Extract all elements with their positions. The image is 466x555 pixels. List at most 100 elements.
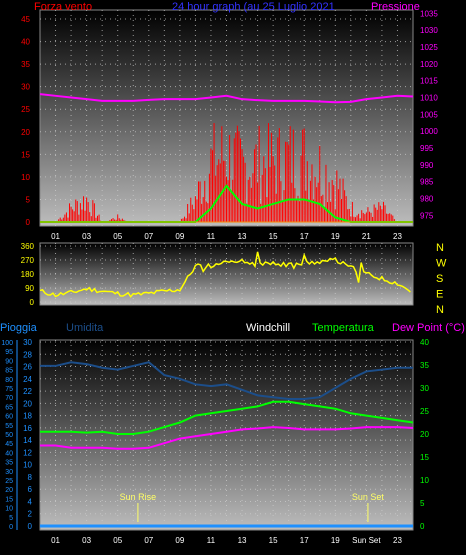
wind-tick-label: 25 [21,105,30,114]
pressure-tick-label: 1035 [420,9,438,18]
temp-tick-label: 15 [420,453,429,462]
humidity-tick-label: 65 [5,404,13,411]
rain-tick-label: 26 [23,363,32,372]
direction-tick-label: 90 [25,284,34,293]
x-tick-label: 05 [113,536,122,545]
rain-tick-label: 6 [28,485,33,494]
axes: 0510152025303540459759809859909951000100… [1,9,447,545]
rain-tick-label: 30 [23,338,32,347]
humidity-tick-label: 70 [5,395,13,402]
pressure-tick-label: 980 [420,194,434,203]
series [39,93,414,528]
pressure-tick-label: 1030 [420,26,438,35]
legend-pioggia: Pioggia [0,322,38,334]
x-tick-label: 07 [144,536,153,545]
x-tick-label: 13 [238,536,247,545]
wind-tick-label: 35 [21,60,30,69]
humidity-tick-label: 50 [5,432,13,439]
humidity-tick-label: 95 [5,349,13,356]
temp-tick-label: 5 [420,499,425,508]
header-wind-label: Forza vento [34,1,92,13]
humidity-tick-label: 35 [5,460,13,467]
compass-label: S [436,273,443,285]
rain-tick-label: 22 [23,387,32,396]
humidity-tick-label: 60 [5,414,13,421]
pressure-tick-label: 985 [420,178,434,187]
wind-tick-label: 30 [21,83,30,92]
pressure-tick-label: 1020 [420,60,438,69]
humidity-tick-label: 30 [5,469,13,476]
x-tick-label: 15 [269,536,278,545]
humidity-tick-label: 40 [5,450,13,457]
legend-dewpoint: Dew Point (°C) [392,322,465,334]
humidity-tick-label: 0 [9,524,13,531]
header-date: 24 hour graph (au 25 Luglio 2021 [172,1,335,13]
x-tick-label: 01 [51,536,60,545]
direction-tick-label: 270 [21,256,35,265]
x-tick-label: 01 [51,232,60,241]
humidity-tick-label: 100 [1,340,13,347]
pressure-line [39,93,414,104]
sunset-label: Sun Set [352,492,385,502]
x-tick-label: 03 [82,536,91,545]
pressure-tick-label: 1000 [420,127,438,136]
rain-tick-label: 14 [23,436,32,445]
wind-tick-label: 10 [21,173,30,182]
x-tick-label: Sun Set [352,536,381,545]
wind-tick-label: 40 [21,38,30,47]
humidity-tick-label: 5 [9,515,13,522]
rain-tick-label: 0 [28,522,33,531]
temp-tick-label: 0 [420,522,425,531]
rain-tick-label: 4 [28,497,33,506]
wind-tick-label: 45 [21,15,30,24]
rain-tick-label: 16 [23,424,32,433]
sunrise-label: Sun Rise [120,492,157,502]
pressure-tick-label: 1025 [420,43,438,52]
x-tick-label: 21 [362,232,371,241]
x-tick-label: 11 [207,536,216,545]
humidity-line [40,361,413,401]
humidity-tick-label: 80 [5,377,13,384]
pressure-tick-label: 995 [420,144,434,153]
humidity-tick-label: 20 [5,487,13,494]
compass-label: W [436,258,447,270]
pressure-tick-label: 975 [420,211,434,220]
wind-tick-label: 20 [21,128,30,137]
rain-tick-label: 18 [23,412,32,421]
pressure-tick-label: 1005 [420,110,438,119]
direction-line [39,251,411,298]
x-tick-label: 15 [269,232,278,241]
temp-tick-label: 25 [420,407,429,416]
humidity-tick-label: 45 [5,441,13,448]
rain-tick-label: 8 [28,473,33,482]
header-pressure-label: Pressione [371,1,420,13]
direction-tick-label: 180 [21,270,35,279]
x-tick-label: 23 [393,536,402,545]
temperature-line [40,400,414,435]
legend-temperatura: Temperatura [312,322,375,334]
x-tick-label: 07 [144,232,153,241]
humidity-tick-label: 25 [5,478,13,485]
wind-tick-label: 15 [21,150,30,159]
x-tick-label: 23 [393,232,402,241]
humidity-tick-label: 75 [5,386,13,393]
x-tick-label: 17 [300,536,309,545]
pressure-tick-label: 990 [420,161,434,170]
x-tick-label: 19 [331,536,340,545]
rain-tick-label: 10 [23,461,32,470]
x-tick-label: 19 [331,232,340,241]
wind-tick-label: 5 [26,195,31,204]
x-tick-label: 09 [175,232,184,241]
direction-tick-label: 0 [30,298,35,307]
temp-tick-label: 30 [420,384,429,393]
temp-tick-label: 20 [420,430,429,439]
dewpoint-line [40,426,414,450]
temp-tick-label: 10 [420,476,429,485]
rain-tick-label: 20 [23,399,32,408]
x-tick-label: 09 [175,536,184,545]
x-tick-label: 17 [300,232,309,241]
humidity-tick-label: 15 [5,496,13,503]
legend-umidita: Umidita [66,322,104,334]
humidity-tick-label: 90 [5,358,13,365]
